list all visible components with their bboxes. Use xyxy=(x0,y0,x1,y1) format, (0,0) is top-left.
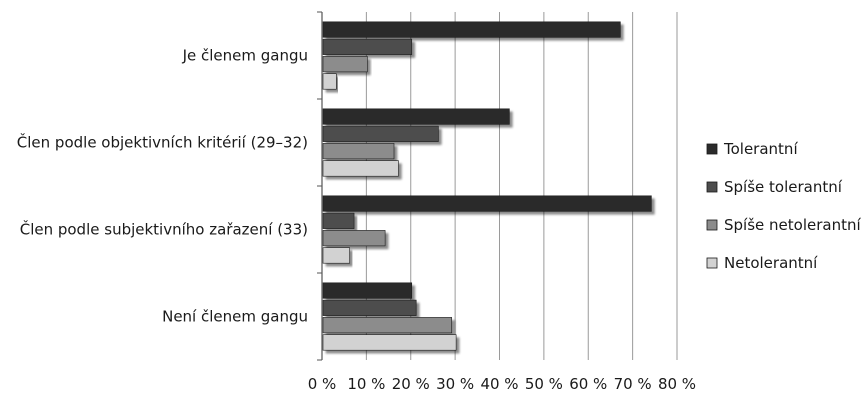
bar xyxy=(322,317,452,334)
legend-swatch xyxy=(706,143,718,155)
legend-label: Tolerantní xyxy=(723,140,798,158)
x-tick-label: 30 % xyxy=(436,375,474,393)
y-axis xyxy=(317,11,323,361)
bar xyxy=(322,21,621,38)
bar xyxy=(322,230,386,247)
category-label: Člen podle objektivních kritérií (29–32) xyxy=(17,133,308,152)
bar xyxy=(322,247,350,264)
x-tick-label: 80 % xyxy=(658,375,696,393)
category-label: Je členem gangu xyxy=(182,47,308,65)
x-tick-label: 60 % xyxy=(569,375,607,393)
category-label: Není členem gangu xyxy=(162,308,308,326)
gridlines xyxy=(365,12,678,360)
bar xyxy=(322,195,652,212)
legend-label: Spíše netolerantní xyxy=(724,216,861,234)
bar xyxy=(322,108,510,125)
x-tick-label: 50 % xyxy=(525,375,563,393)
x-tick-label: 70 % xyxy=(614,375,652,393)
x-tick-label: 20 % xyxy=(392,375,430,393)
bar xyxy=(322,143,395,160)
bar xyxy=(322,212,355,229)
legend-swatch xyxy=(706,257,718,269)
bars xyxy=(322,21,652,351)
bar xyxy=(322,160,399,177)
x-tick-label: 10 % xyxy=(347,375,385,393)
legend-swatch xyxy=(706,219,718,231)
bar xyxy=(322,56,368,73)
legend-label: Netolerantní xyxy=(724,254,818,272)
category-label: Člen podle subjektivního zařazení (33) xyxy=(20,220,308,239)
legend: Tolerantní Spíše tolerantní Spíše netolera… xyxy=(706,140,861,272)
category-labels: Je členem gangu Člen podle objektivních k… xyxy=(17,47,308,326)
x-tick-label: 40 % xyxy=(480,375,518,393)
legend-label: Spíše tolerantní xyxy=(724,178,843,196)
bar xyxy=(322,125,439,142)
bar xyxy=(322,73,337,90)
bar xyxy=(322,299,417,316)
x-tick-labels: 0 % 10 % 20 % 30 % 40 % 50 % 60 % 70 % 80 % xyxy=(308,375,696,393)
x-tick-label: 0 % xyxy=(308,375,337,393)
bar xyxy=(322,334,457,351)
bar xyxy=(322,38,413,55)
bar xyxy=(322,282,413,299)
legend-swatch xyxy=(706,181,718,193)
